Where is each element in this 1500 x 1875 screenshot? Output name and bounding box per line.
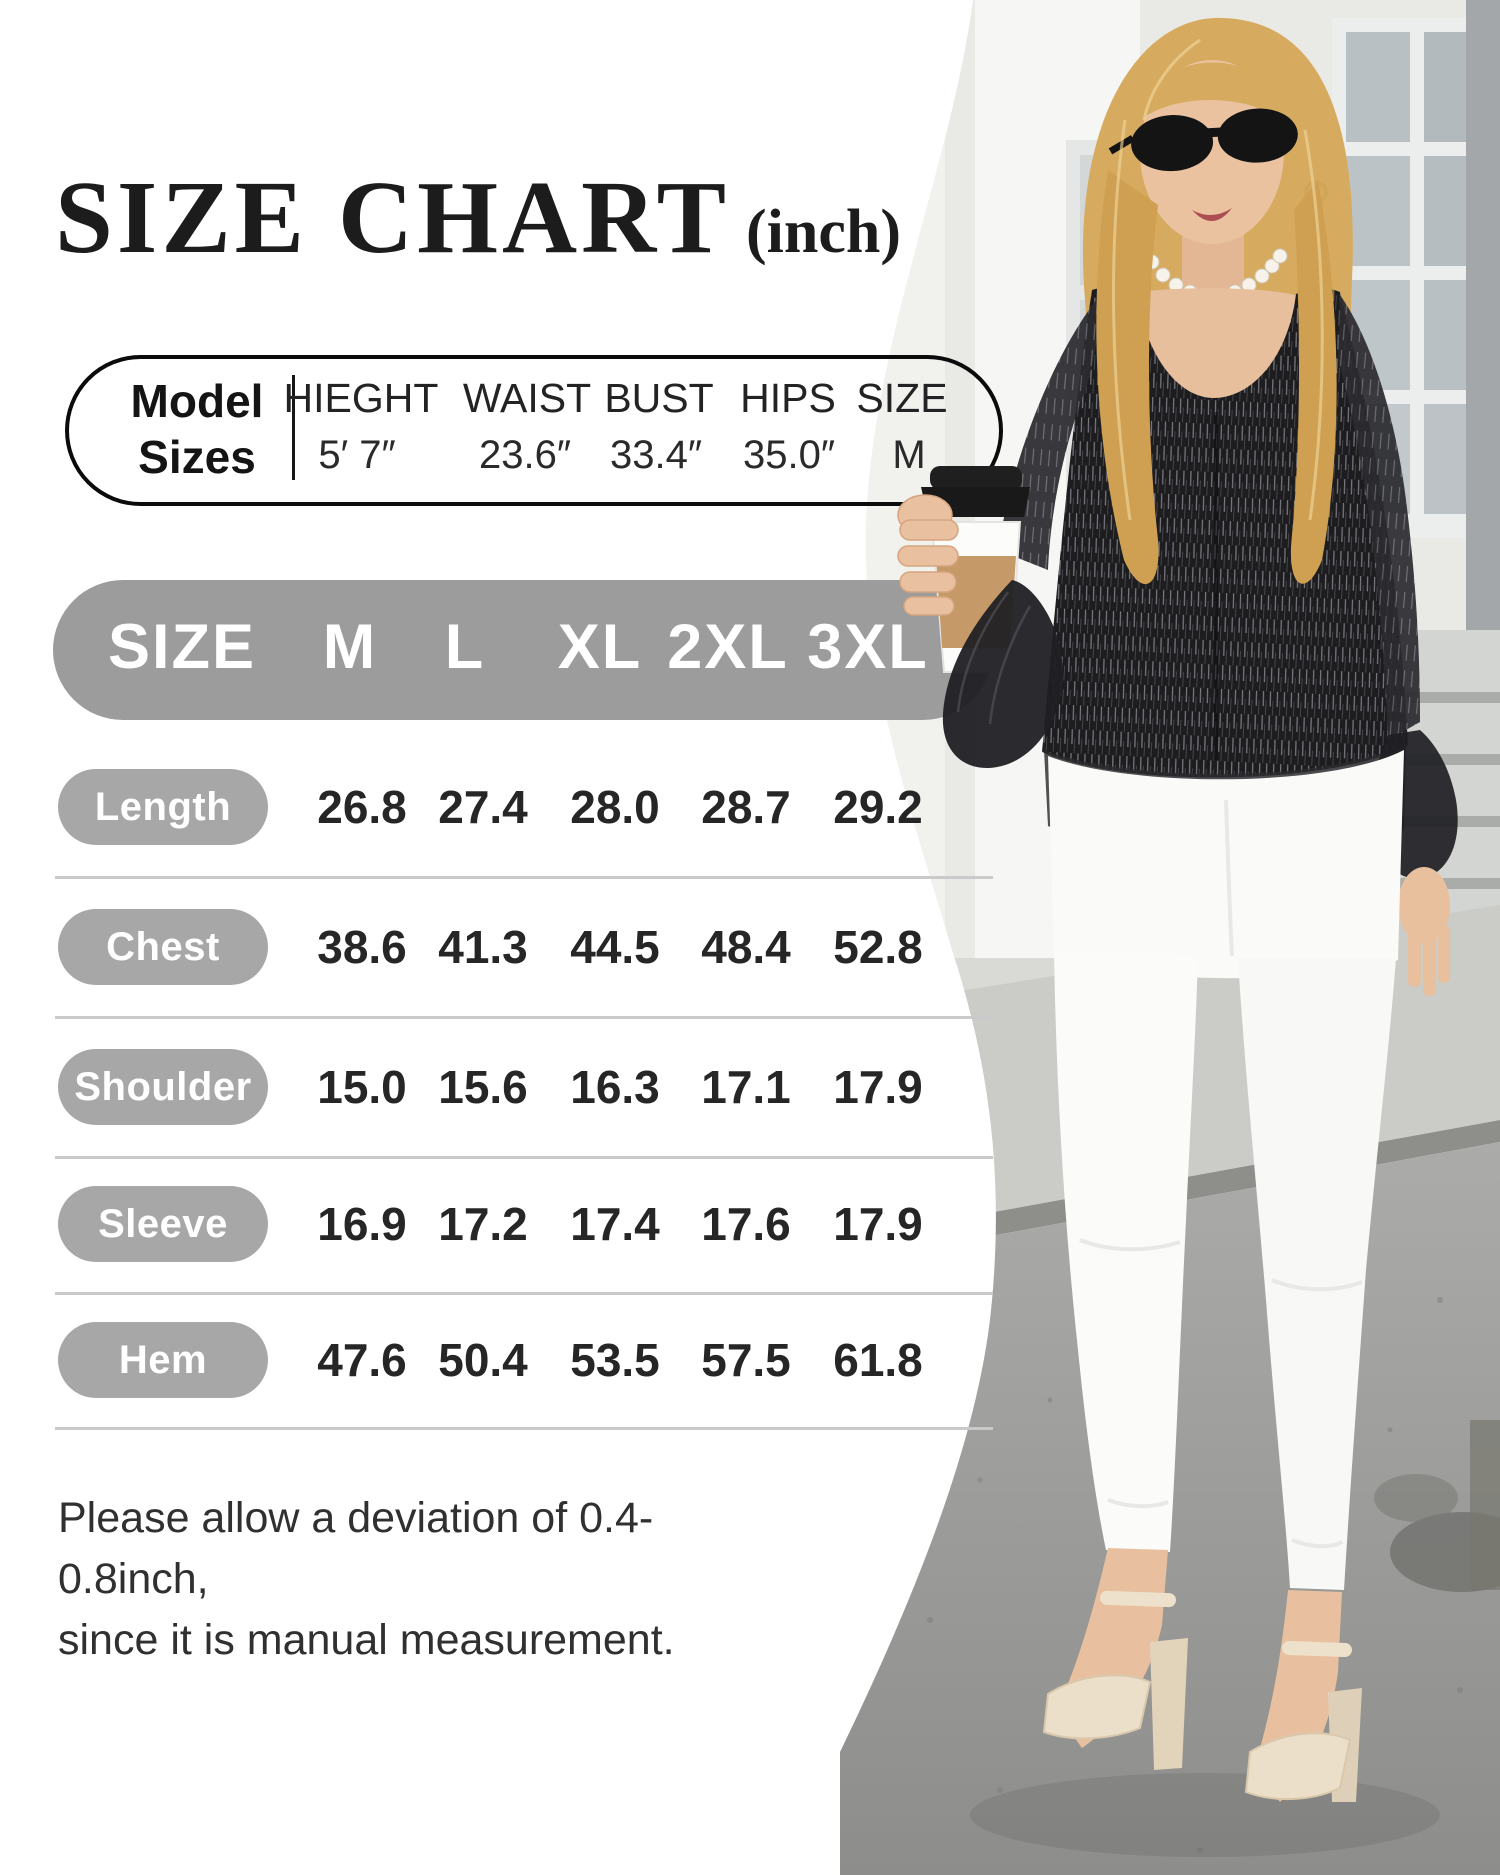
cell-value: 16.9 bbox=[317, 1198, 407, 1250]
cell-value: 15.6 bbox=[438, 1061, 528, 1113]
cell-value: 61.8 bbox=[833, 1334, 923, 1386]
cell-value: 17.6 bbox=[701, 1198, 791, 1250]
model-col-header: WAIST bbox=[462, 375, 592, 421]
cell-value: 53.5 bbox=[570, 1334, 660, 1386]
row-label-pill: Shoulder bbox=[58, 1049, 268, 1125]
row-divider bbox=[55, 1156, 993, 1159]
model-col-header: BUST bbox=[604, 375, 714, 421]
row-label: Chest bbox=[106, 924, 220, 969]
model-col-value: 23.6″ bbox=[478, 433, 572, 477]
table-row-hem: Hem 47.6 50.4 53.5 57.5 61.8 bbox=[0, 1322, 1000, 1398]
model-col-header: HIEGHT bbox=[283, 375, 439, 421]
cell-value: 26.8 bbox=[317, 781, 407, 833]
deviation-note-line2: since it is manual measurement. bbox=[58, 1616, 675, 1665]
size-option-xl: XL bbox=[557, 612, 643, 683]
cell-value: 28.0 bbox=[570, 781, 660, 833]
row-divider bbox=[55, 1292, 993, 1295]
cell-value: 48.4 bbox=[701, 921, 791, 973]
row-divider bbox=[55, 1016, 993, 1019]
model-col-value: 33.4″ bbox=[609, 433, 703, 477]
size-option-2xl: 2XL bbox=[667, 612, 789, 683]
table-row-sleeve: Sleeve 16.9 17.2 17.4 17.6 17.9 bbox=[0, 1186, 1000, 1262]
model-col-header: HIPS bbox=[740, 375, 836, 421]
size-header-label: SIZE bbox=[107, 612, 257, 683]
table-row-chest: Chest 38.6 41.3 44.5 48.4 52.8 bbox=[0, 909, 1000, 985]
row-label-pill: Hem bbox=[58, 1322, 268, 1398]
deviation-note: Please allow a deviation of 0.4-0.8inch,… bbox=[58, 1488, 758, 1671]
table-row-length: Length 26.8 27.4 28.0 28.7 29.2 bbox=[0, 769, 1000, 845]
row-label: Hem bbox=[118, 1337, 208, 1382]
cell-value: 57.5 bbox=[701, 1334, 791, 1386]
size-option-m: M bbox=[322, 612, 378, 683]
model-sizes-label-line1: Model bbox=[130, 375, 264, 427]
cell-value: 50.4 bbox=[438, 1334, 528, 1386]
model-sizes-label-line2: Sizes bbox=[138, 431, 256, 484]
size-option-3xl: 3XL bbox=[807, 612, 929, 683]
model-col-value: 35.0″ bbox=[742, 433, 836, 477]
cell-value: 17.4 bbox=[570, 1198, 660, 1250]
model-col-value: M bbox=[892, 433, 926, 477]
model-box-divider bbox=[292, 375, 295, 480]
cell-value: 38.6 bbox=[317, 921, 407, 973]
deviation-note-line1: Please allow a deviation of 0.4-0.8inch, bbox=[58, 1494, 654, 1604]
row-label: Length bbox=[94, 784, 232, 829]
row-label: Shoulder bbox=[74, 1064, 252, 1109]
size-header-bar: SIZE M L XL 2XL 3XL bbox=[53, 580, 993, 720]
cell-value: 44.5 bbox=[570, 921, 660, 973]
table-row-shoulder: Shoulder 15.0 15.6 16.3 17.1 17.9 bbox=[0, 1049, 1000, 1125]
cell-value: 29.2 bbox=[833, 781, 923, 833]
cell-value: 28.7 bbox=[701, 781, 791, 833]
page-title-unit: (inch) bbox=[745, 198, 901, 266]
row-label-pill: Length bbox=[58, 769, 268, 845]
cell-value: 27.4 bbox=[438, 781, 528, 833]
page-title: SIZE CHART (inch) bbox=[55, 158, 901, 277]
row-divider bbox=[55, 876, 993, 879]
size-option-l: L bbox=[444, 612, 486, 683]
row-divider bbox=[55, 1427, 993, 1430]
page-title-main: SIZE CHART bbox=[55, 160, 730, 275]
row-label-pill: Sleeve bbox=[58, 1186, 268, 1262]
cell-value: 17.9 bbox=[833, 1198, 923, 1250]
model-col-value: 5′ 7″ bbox=[318, 433, 396, 477]
cell-value: 17.9 bbox=[833, 1061, 923, 1113]
building-corner-strip bbox=[1466, 0, 1500, 640]
cell-value: 15.0 bbox=[317, 1061, 407, 1113]
cell-value: 17.2 bbox=[438, 1198, 528, 1250]
cell-value: 16.3 bbox=[570, 1061, 660, 1113]
model-sizes-box: Model Sizes HIEGHT WAIST BUST HIPS SIZE … bbox=[65, 355, 1003, 506]
row-label-pill: Chest bbox=[58, 909, 268, 985]
row-label: Sleeve bbox=[98, 1201, 228, 1246]
model-sizes-label: Model Sizes bbox=[107, 373, 287, 485]
model-col-header: SIZE bbox=[856, 375, 948, 421]
cell-value: 47.6 bbox=[317, 1334, 407, 1386]
cell-value: 17.1 bbox=[701, 1061, 791, 1113]
cell-value: 41.3 bbox=[438, 921, 528, 973]
cell-value: 52.8 bbox=[833, 921, 923, 973]
